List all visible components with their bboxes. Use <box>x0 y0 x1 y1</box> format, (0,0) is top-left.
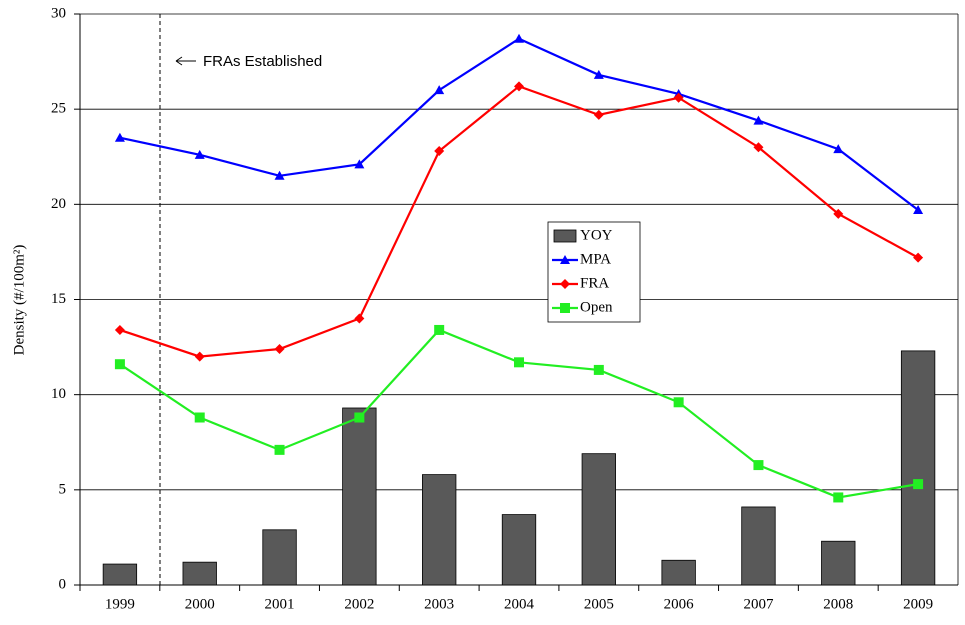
marker <box>274 343 285 354</box>
x-tick-label: 1999 <box>105 596 135 612</box>
marker <box>434 324 445 335</box>
x-tick-label: 2004 <box>504 596 535 612</box>
y-tick-label: 5 <box>59 481 67 497</box>
bar <box>581 453 616 586</box>
bar <box>501 514 537 586</box>
marker <box>833 144 844 154</box>
marker <box>593 364 604 375</box>
x-tick-label: 2001 <box>265 596 295 612</box>
x-tick-label: 2003 <box>424 596 454 612</box>
marker <box>354 313 365 324</box>
x-tick-label: 2009 <box>903 596 933 612</box>
marker <box>913 205 924 215</box>
legend-label: FRA <box>580 275 609 291</box>
bar <box>102 563 138 586</box>
bar <box>262 529 297 586</box>
bar <box>342 407 377 586</box>
marker <box>274 170 285 180</box>
legend-swatch <box>553 229 577 243</box>
y-tick-label: 15 <box>51 291 66 307</box>
marker <box>514 81 524 92</box>
bar <box>182 561 217 586</box>
x-tick-label: 2006 <box>664 596 695 612</box>
marker <box>913 479 924 490</box>
legend-label: Open <box>580 299 613 315</box>
bar <box>821 540 856 586</box>
marker <box>114 359 125 370</box>
y-tick-label: 25 <box>51 101 66 117</box>
bar <box>900 350 936 586</box>
x-tick-label: 2007 <box>743 596 774 612</box>
marker <box>194 149 205 159</box>
marker <box>194 351 205 362</box>
marker <box>833 492 844 503</box>
annotation: FRAs Established <box>203 53 322 70</box>
bar <box>741 506 776 586</box>
bar <box>422 474 457 586</box>
legend-label: YOY <box>580 227 613 243</box>
x-tick-label: 2000 <box>185 596 215 612</box>
marker <box>114 324 125 335</box>
legend-marker <box>560 303 570 313</box>
marker <box>753 142 764 153</box>
legend-marker <box>560 279 570 289</box>
marker <box>673 92 684 103</box>
marker <box>354 412 365 423</box>
marker <box>753 115 764 125</box>
y-axis-label: Density (#/100m²) <box>11 245 27 356</box>
legend-label: MPA <box>580 251 611 267</box>
marker <box>514 357 524 368</box>
marker <box>514 33 524 43</box>
x-tick-label: 2005 <box>584 596 614 612</box>
marker <box>434 85 445 95</box>
annotation-arrow <box>175 56 196 66</box>
marker <box>593 109 604 120</box>
x-tick-label: 2002 <box>344 596 374 612</box>
legend-marker <box>560 255 570 264</box>
marker <box>673 397 684 408</box>
y-tick-label: 10 <box>51 386 66 402</box>
bar <box>661 559 696 586</box>
marker <box>274 444 285 455</box>
marker <box>114 132 125 142</box>
marker <box>434 146 445 157</box>
y-tick-label: 30 <box>51 5 66 21</box>
marker <box>593 69 604 79</box>
marker <box>753 460 764 471</box>
y-tick-label: 20 <box>51 196 66 212</box>
y-tick-label: 0 <box>59 576 67 592</box>
marker <box>913 252 924 263</box>
marker <box>354 159 365 169</box>
marker <box>833 208 844 219</box>
marker <box>194 412 205 423</box>
x-tick-label: 2008 <box>823 596 853 612</box>
